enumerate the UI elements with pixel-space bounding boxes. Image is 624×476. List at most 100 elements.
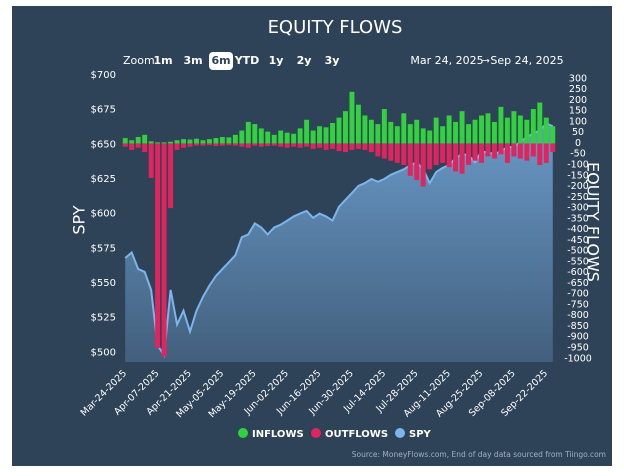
flow-bar [543,117,549,144]
zoom-button[interactable]: 1y [269,54,284,67]
y-tick-label: $525 [91,313,116,324]
flow-bar [129,140,135,144]
y2-tick-label: -300 [567,203,589,214]
flow-bar [375,143,381,157]
y2-tick-label: 300 [569,73,587,84]
y2-tick-label: -550 [567,256,589,267]
flow-bar [336,143,342,152]
flow-bar [155,143,161,349]
flow-bar [362,143,368,150]
flow-bar [317,126,323,144]
flow-bar [187,139,193,144]
flow-bar [161,143,167,357]
zoom-button[interactable]: 2y [297,54,312,67]
y2-tick-label: 50 [572,127,584,138]
y2-tick-label: 100 [569,116,587,127]
flow-bar [414,119,420,144]
flow-bar [122,138,128,144]
y-tick-label: $675 [91,105,116,116]
flow-bar [271,143,277,146]
y2-tick-label: -700 [567,289,589,300]
flow-bar [343,143,348,153]
y2-tick-label: -250 [567,192,589,203]
flow-bar [472,143,478,161]
flow-bar [194,143,199,146]
flow-bar [420,143,426,187]
flow-bar [479,115,484,144]
legend-marker[interactable] [238,428,248,438]
flow-bar [537,102,543,144]
flow-bar [459,111,465,144]
flow-bar [174,140,180,144]
flow-bar [200,140,206,144]
flow-bar [206,139,212,144]
flow-bar [427,143,433,170]
flow-bar [265,143,271,147]
flow-bar [252,124,258,144]
flow-bar [440,143,446,163]
flow-bar [213,138,219,144]
y2-tick-label: -800 [567,310,589,321]
legend-label[interactable]: OUTFLOWS [325,429,388,440]
zoom-button[interactable]: 1m [153,54,172,67]
chart-title: EQUITY FLOWS [268,17,403,38]
flow-bar [381,143,387,159]
y2-tick-label: 150 [569,106,587,117]
y2-tick-label: -400 [567,224,589,235]
legend-marker[interactable] [311,428,321,438]
y-tick-label: $650 [91,139,116,150]
flow-bar [446,115,452,144]
flow-bar [504,117,510,144]
flow-bar [317,143,323,148]
flow-bar [239,130,245,144]
flow-bar [304,143,310,147]
flow-bar [381,109,387,144]
flow-bar [530,143,536,157]
flow-bar [511,111,517,144]
y2-tick-label: -150 [567,170,589,181]
date-from[interactable]: Mar 24, 2025 [410,54,483,67]
zoom-button-bg[interactable] [209,52,233,70]
legend-label[interactable]: SPY [409,429,432,440]
flow-bar [239,143,245,147]
flow-bar [291,143,297,147]
flow-bar [446,143,452,168]
flow-bar [148,143,154,178]
flow-bar [472,119,478,144]
flow-bar [349,91,355,144]
y2-axis-label: EQUITY FLOWS [584,162,603,282]
flow-bar [206,143,212,146]
flow-bar [466,124,472,144]
flow-bar [168,141,174,144]
y2-tick-label: -350 [567,213,589,224]
y2-tick-label: -200 [567,181,589,192]
flow-bar [245,143,251,148]
flow-bar [355,143,361,149]
y2-tick-label: 200 [569,95,587,106]
flow-bar [304,119,310,144]
zoom-button[interactable]: YTD [234,54,260,67]
flow-bar [530,109,536,144]
flow-bar [394,143,400,163]
flow-bar [284,132,290,144]
legend-marker[interactable] [395,428,405,438]
zoom-button[interactable]: 3y [325,54,340,67]
date-arrow: → [482,57,490,67]
y-tick-label: $500 [91,347,116,358]
zoom-button[interactable]: 3m [183,54,202,67]
y2-tick-label: 250 [569,84,587,95]
flow-bar [181,143,186,148]
zoom-button[interactable]: 6m [211,54,230,67]
flow-bar [129,143,135,150]
legend-label[interactable]: INFLOWS [252,429,304,440]
flow-bar [258,143,264,147]
flow-bar [200,143,206,146]
flow-bar [187,143,193,147]
flow-bar [219,143,225,146]
y2-tick-label: -450 [567,235,589,246]
flow-bar [420,128,426,144]
flow-bar [142,134,148,144]
date-to[interactable]: Sep 24, 2025 [490,54,563,67]
flow-bar [258,128,264,144]
flow-bar [174,143,180,150]
